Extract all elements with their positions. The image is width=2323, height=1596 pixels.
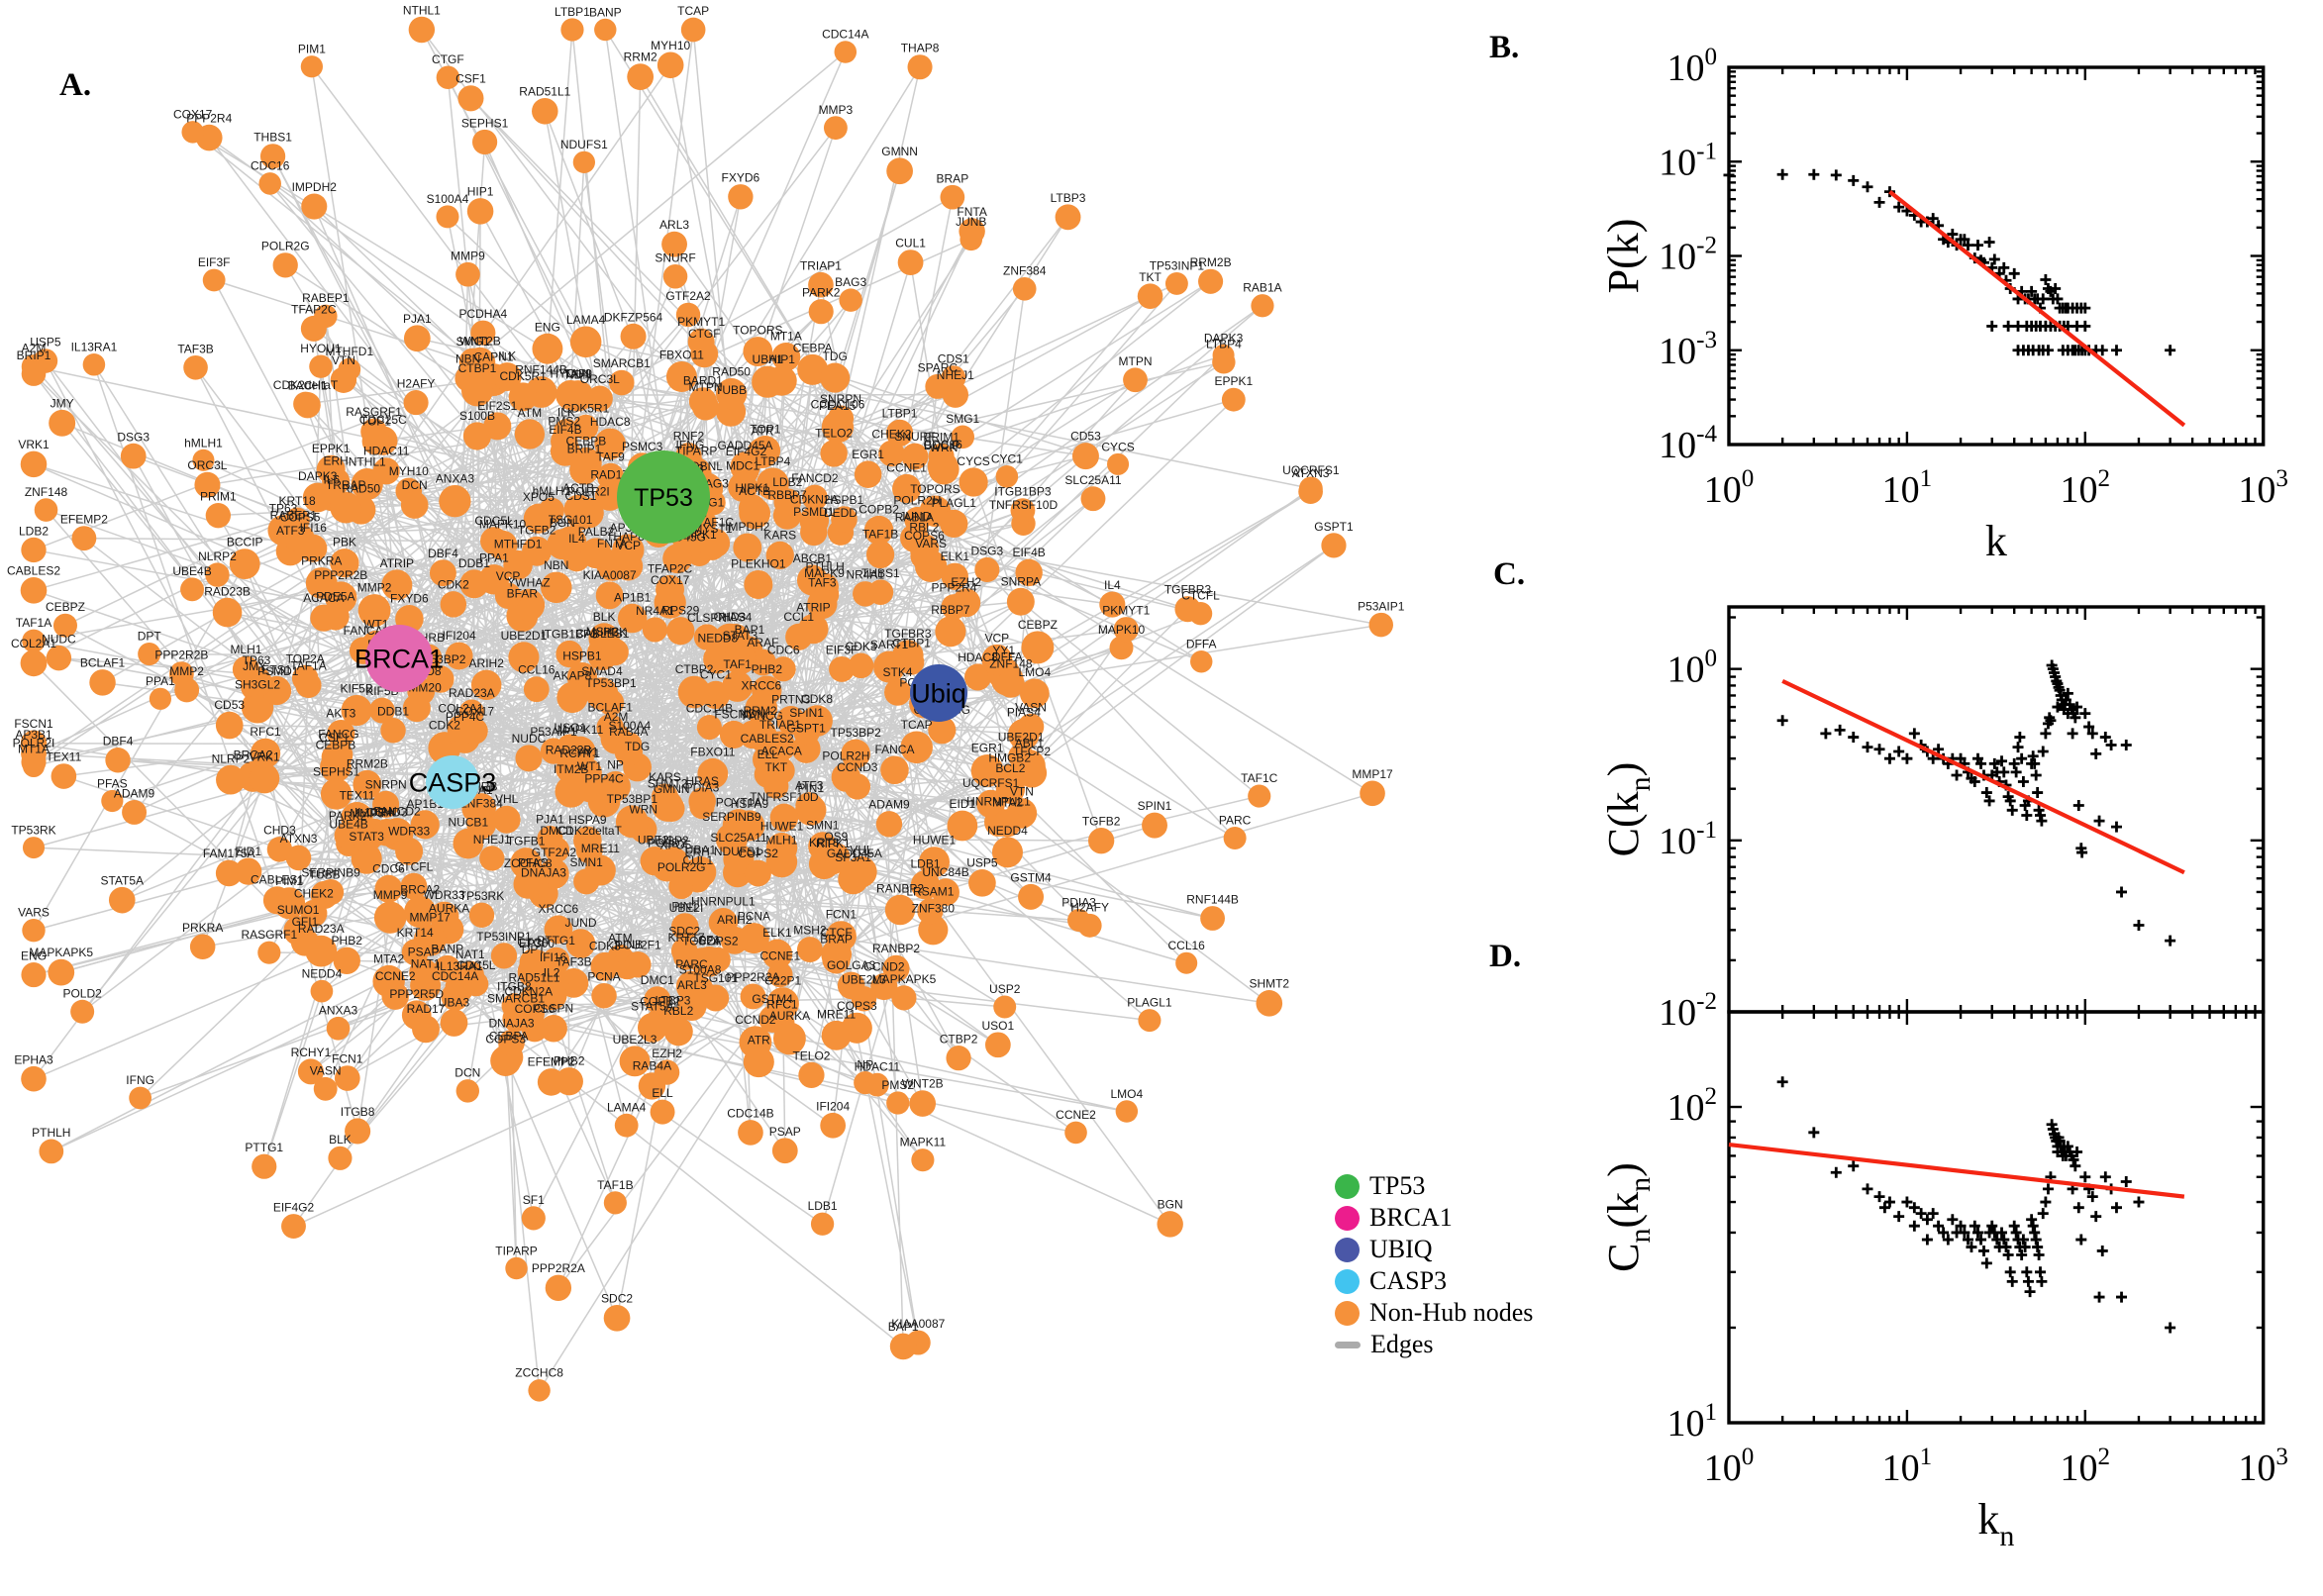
fit-line-B <box>1888 189 2186 428</box>
svg-text:10-1: 10-1 <box>1659 817 1717 862</box>
svg-text:102: 102 <box>2061 1444 2111 1489</box>
axis-ticks <box>1727 1010 2265 1425</box>
y-axis-label-B: P(k) <box>1599 219 1648 294</box>
legend-label-nonhub: Non-Hub nodes <box>1369 1298 1534 1327</box>
panel-d-label: D. <box>1489 939 1522 974</box>
svg-text:100: 100 <box>1666 646 1717 691</box>
svg-text:100: 100 <box>1666 44 1717 89</box>
legend-label-brca1: BRCA1 <box>1369 1203 1453 1232</box>
legend-label-ubiq: UBIQ <box>1369 1235 1433 1263</box>
chart-panel-C: 100 10-1 10-2 C(kn) <box>1599 605 2266 1034</box>
svg-text:101: 101 <box>1882 1444 1933 1489</box>
chart-panel-B: 100 101 102 103 100 10-1 10-2 10-3 10-4 k P(k) <box>1599 44 2288 565</box>
x-axis-label-D: kn <box>1977 1495 2014 1552</box>
scatter-points-C <box>1776 659 2176 947</box>
legend-item-edges: Edges <box>1335 1329 1533 1360</box>
svg-text:10-2: 10-2 <box>1659 988 1717 1034</box>
svg-text:102: 102 <box>1666 1083 1717 1129</box>
svg-text:10-3: 10-3 <box>1659 327 1717 372</box>
svg-text:103: 103 <box>2238 465 2288 511</box>
legend-label-edges: Edges <box>1370 1330 1434 1358</box>
network-graph: CDC6COPS6SNRPNBCCIPCDK3CCND2COPS2COPS3UB… <box>7 3 1405 1402</box>
legend-label-tp53: TP53 <box>1369 1171 1426 1200</box>
fit-line-D <box>1728 1142 2185 1199</box>
svg-text:100: 100 <box>1704 465 1755 511</box>
network-legend: TP53 BRCA1 UBIQ CASP3 Non-Hub nodes Edge… <box>1335 1170 1533 1360</box>
legend-item-casp3: CASP3 <box>1335 1265 1533 1297</box>
hub-node-ubiq <box>910 664 967 722</box>
legend-swatch-casp3-icon <box>1335 1268 1360 1294</box>
panel-c-label: C. <box>1493 556 1526 592</box>
legend-label-casp3: CASP3 <box>1369 1266 1448 1295</box>
legend-item-tp53: TP53 <box>1335 1170 1533 1202</box>
legend-item-brca1: BRCA1 <box>1335 1202 1533 1234</box>
svg-text:100: 100 <box>1704 1444 1755 1489</box>
legend-swatch-nonhub-icon <box>1335 1300 1360 1326</box>
legend-swatch-edges-icon <box>1335 1341 1361 1348</box>
hub-label-ubiq: Ubiq <box>911 678 966 708</box>
panel-b-label: B. <box>1489 30 1520 65</box>
axis-ticks <box>1727 65 2265 447</box>
scatter-points-B <box>1723 168 2176 356</box>
svg-text:102: 102 <box>2061 465 2111 511</box>
y-axis-label-D: Cn(kn) <box>1599 1162 1657 1272</box>
hub-label-casp3: CASP3 <box>409 767 497 797</box>
network-nodes <box>20 16 1393 1402</box>
legend-swatch-brca1-icon <box>1335 1205 1360 1231</box>
svg-text:10-1: 10-1 <box>1659 138 1717 183</box>
hub-label-tp53: TP53 <box>634 484 693 512</box>
svg-text:101: 101 <box>1666 1399 1717 1445</box>
hub-label-brca1: BRCA1 <box>354 644 444 673</box>
hub-node-tp53 <box>617 450 710 544</box>
fit-line-C <box>1781 678 2185 875</box>
svg-text:103: 103 <box>2238 1444 2288 1489</box>
scatter-points-D <box>1776 1076 2176 1334</box>
svg-text:10-2: 10-2 <box>1659 233 1717 278</box>
hub-node-brca1 <box>365 625 433 692</box>
legend-item-nonhub: Non-Hub nodes <box>1335 1297 1533 1329</box>
legend-swatch-ubiq-icon <box>1335 1237 1360 1262</box>
svg-text:101: 101 <box>1882 465 1933 511</box>
axis-ticks <box>1727 607 2265 1014</box>
legend-swatch-tp53-icon <box>1335 1173 1360 1199</box>
hub-node-casp3 <box>426 755 479 809</box>
x-axis-label-B: k <box>1985 517 2007 565</box>
svg-text:10-4: 10-4 <box>1659 421 1717 466</box>
y-axis-label-C: C(kn) <box>1599 762 1657 857</box>
panel-a-label: A. <box>59 67 92 103</box>
legend-item-ubiq: UBIQ <box>1335 1234 1533 1265</box>
